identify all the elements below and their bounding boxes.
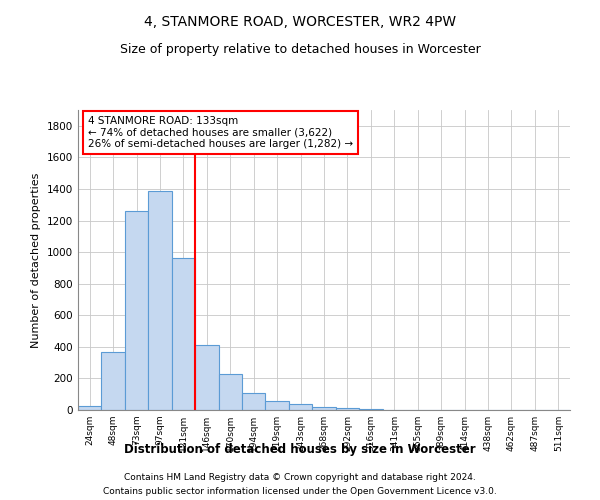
Bar — [289, 404, 312, 410]
Text: Size of property relative to detached houses in Worcester: Size of property relative to detached ho… — [119, 42, 481, 56]
Text: 4, STANMORE ROAD, WORCESTER, WR2 4PW: 4, STANMORE ROAD, WORCESTER, WR2 4PW — [144, 15, 456, 29]
Bar — [125, 211, 148, 410]
Text: Contains public sector information licensed under the Open Government Licence v3: Contains public sector information licen… — [103, 488, 497, 496]
Bar — [172, 258, 195, 410]
Text: 4 STANMORE ROAD: 133sqm
← 74% of detached houses are smaller (3,622)
26% of semi: 4 STANMORE ROAD: 133sqm ← 74% of detache… — [88, 116, 353, 149]
Bar — [218, 374, 242, 410]
Bar — [359, 409, 383, 410]
Bar — [195, 346, 218, 410]
Bar — [78, 406, 101, 410]
Text: Distribution of detached houses by size in Worcester: Distribution of detached houses by size … — [124, 442, 476, 456]
Bar — [312, 407, 336, 410]
Bar — [265, 400, 289, 410]
Bar — [242, 392, 265, 410]
Bar — [101, 352, 125, 410]
Bar — [148, 190, 172, 410]
Text: Contains HM Land Registry data © Crown copyright and database right 2024.: Contains HM Land Registry data © Crown c… — [124, 472, 476, 482]
Y-axis label: Number of detached properties: Number of detached properties — [31, 172, 41, 348]
Bar — [336, 408, 359, 410]
